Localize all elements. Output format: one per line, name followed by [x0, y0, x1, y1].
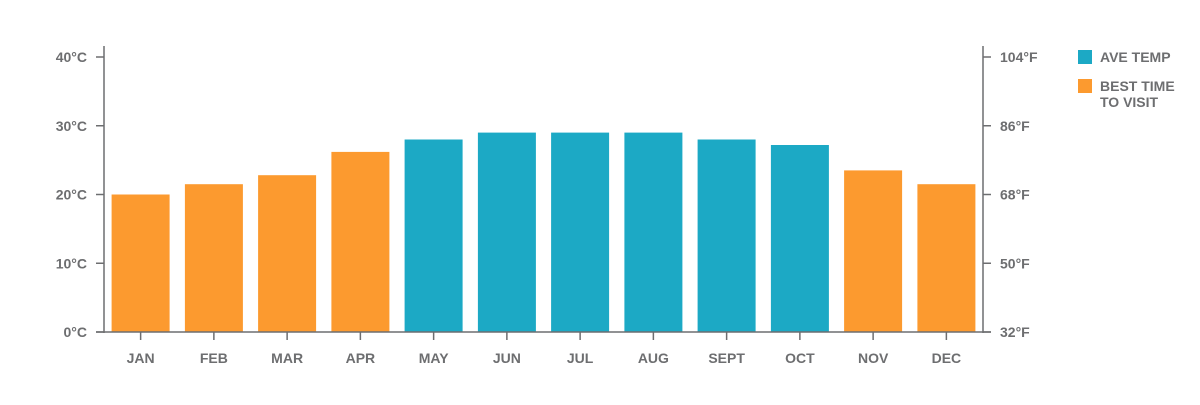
bar-jul — [551, 132, 610, 332]
x-tick-label-may: MAY — [419, 350, 449, 366]
x-tick-label-dec: DEC — [932, 350, 962, 366]
bars-layer — [111, 132, 976, 332]
x-tick-label-jun: JUN — [493, 350, 521, 366]
legend-label: BEST TIME — [1100, 78, 1175, 94]
y-tick-label-right: 50°F — [1000, 255, 1030, 271]
legend-label: TO VISIT — [1100, 94, 1159, 110]
x-tick-label-apr: APR — [346, 350, 376, 366]
bar-mar — [258, 175, 317, 332]
bar-may — [404, 139, 463, 332]
legend-swatch — [1078, 50, 1092, 64]
y-tick-label-right: 32°F — [1000, 324, 1030, 340]
x-tick-label-nov: NOV — [858, 350, 889, 366]
legend-item-0: AVE TEMP — [1078, 49, 1171, 65]
y-tick-label-right: 86°F — [1000, 118, 1030, 134]
axes-layer — [96, 46, 991, 340]
bar-nov — [844, 170, 903, 332]
bar-dec — [917, 184, 976, 332]
y-tick-label-left: 20°C — [56, 187, 87, 203]
x-tick-label-jan: JAN — [127, 350, 155, 366]
y-tick-label-left: 0°C — [64, 324, 88, 340]
legend-label: AVE TEMP — [1100, 49, 1171, 65]
bar-feb — [184, 184, 243, 332]
y-tick-label-left: 10°C — [56, 255, 87, 271]
x-tick-label-aug: AUG — [638, 350, 669, 366]
x-tick-label-jul: JUL — [567, 350, 594, 366]
bar-jun — [477, 132, 536, 332]
y-tick-label-right: 68°F — [1000, 187, 1030, 203]
labels-layer: JAN FEB MAR APR MAY JUN JUL AUG SEPT OCT NOV DEC 0°C… — [56, 49, 1038, 366]
x-tick-label-mar: MAR — [271, 350, 303, 366]
bar-apr — [331, 151, 390, 332]
y-tick-label-right: 104°F — [1000, 49, 1038, 65]
y-tick-label-left: 30°C — [56, 118, 87, 134]
x-tick-label-sept: SEPT — [708, 350, 745, 366]
bar-sept — [697, 139, 756, 332]
x-tick-label-oct: OCT — [785, 350, 815, 366]
bar-jan — [111, 194, 170, 332]
y-tick-label-left: 40°C — [56, 49, 87, 65]
bar-oct — [770, 145, 829, 332]
x-tick-label-feb: FEB — [200, 350, 228, 366]
bar-aug — [624, 132, 683, 332]
legend-swatch — [1078, 79, 1092, 93]
